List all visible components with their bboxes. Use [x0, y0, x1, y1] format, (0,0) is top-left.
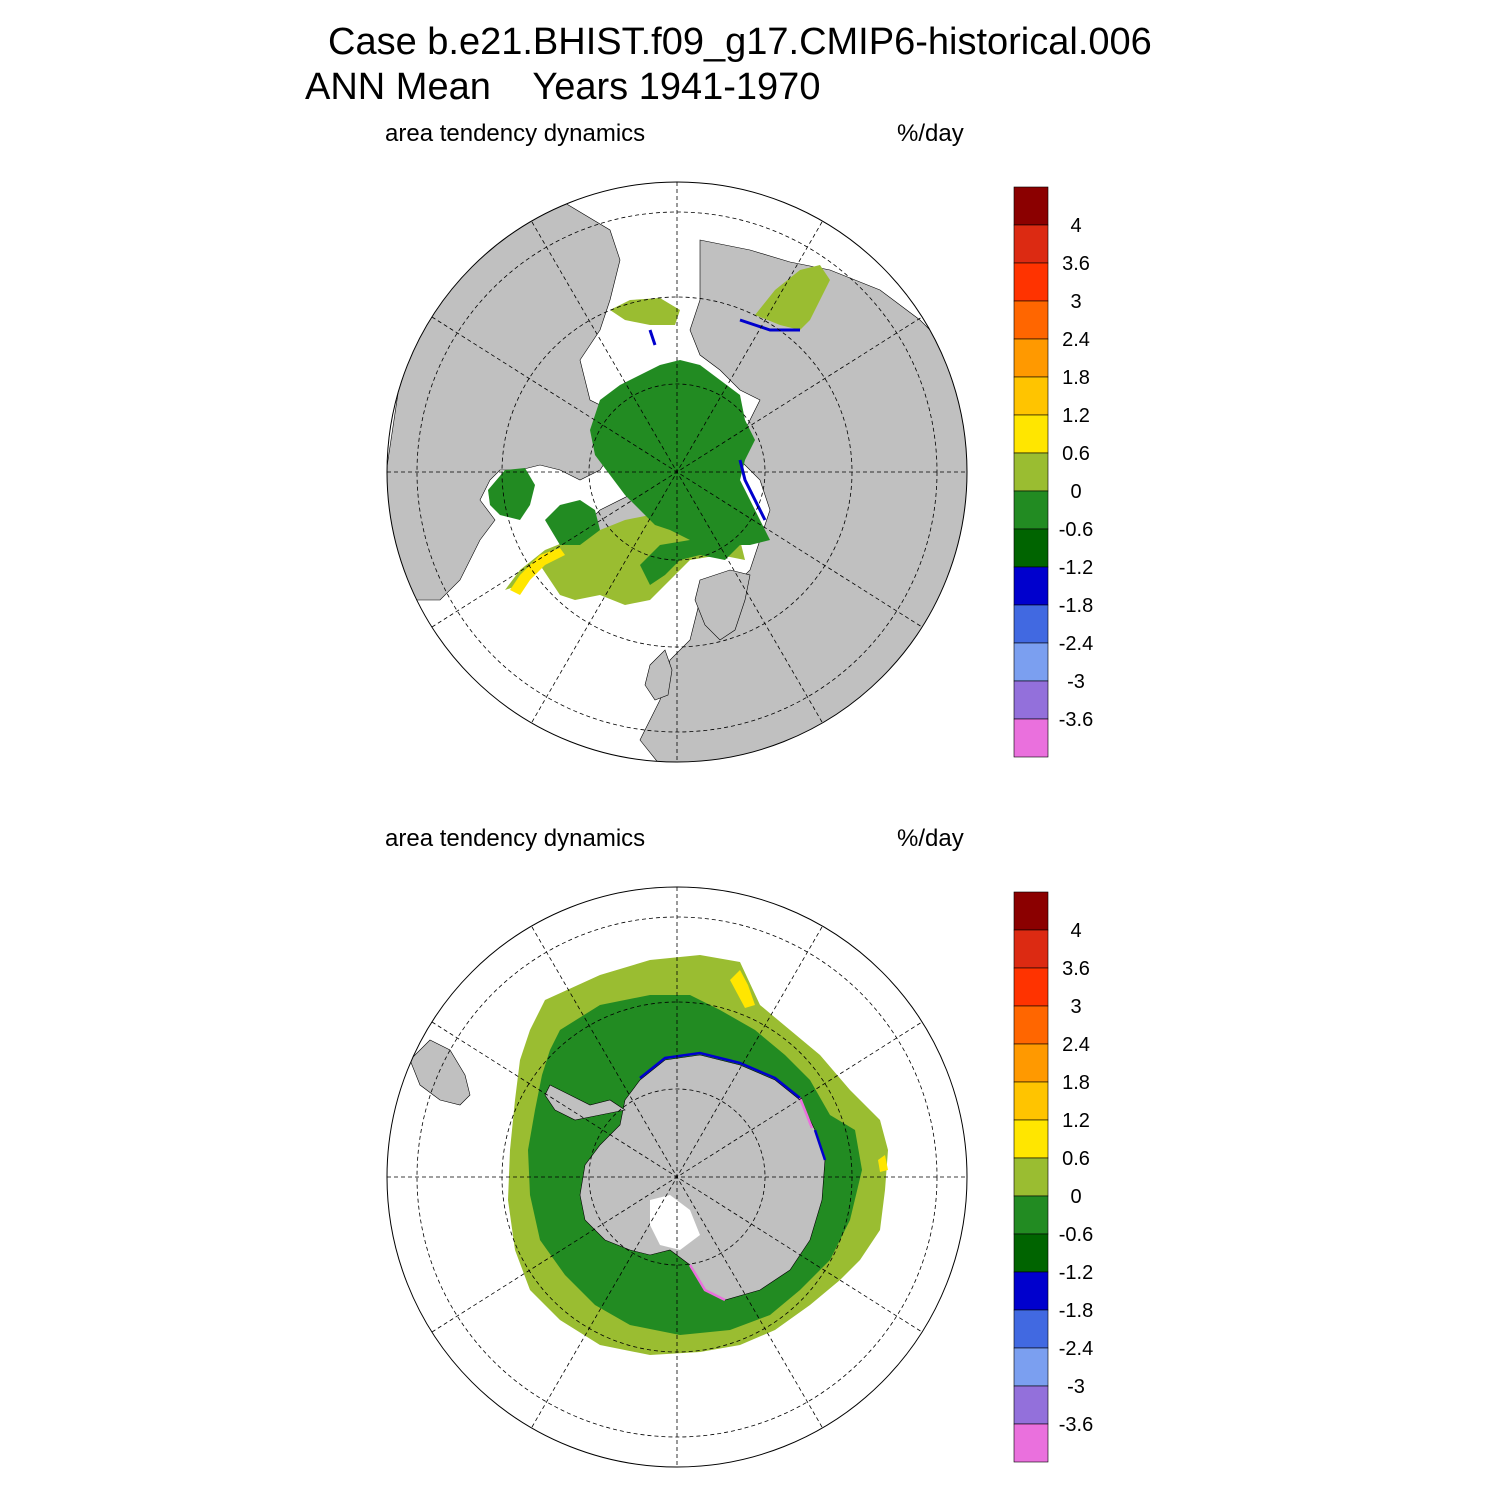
north-colorbar-box — [1013, 528, 1049, 568]
south-colorbar-label: -1.2 — [1059, 1262, 1093, 1284]
south-colorbar-label: -3 — [1067, 1376, 1085, 1398]
north-colorbar-label: 1.8 — [1062, 367, 1090, 389]
south-land-south-america — [409, 1039, 471, 1106]
title-line-2: ANN Mean Years 1941-1970 — [305, 66, 821, 108]
north-colorbar-label: -0.6 — [1059, 519, 1093, 541]
south-colorbar-label: 0 — [1070, 1186, 1081, 1208]
north-panel-right-label: %/day — [897, 120, 964, 147]
north-colorbar-box — [1013, 604, 1049, 644]
south-colorbar-box — [1013, 1385, 1049, 1425]
north-colorbar-box — [1013, 414, 1049, 454]
north-colorbar-box — [1013, 186, 1049, 226]
north-colorbar-label: -1.8 — [1059, 595, 1093, 617]
north-colorbar-box — [1013, 642, 1049, 682]
north-map-border — [386, 181, 968, 763]
north-graticule — [387, 182, 967, 762]
north-ice-green-hudson — [488, 468, 535, 520]
south-colorbar-label: 2.4 — [1062, 1034, 1090, 1056]
south-colorbar-label: 1.2 — [1062, 1110, 1090, 1132]
north-colorbar-box — [1013, 452, 1049, 492]
south-colorbar-box — [1013, 1081, 1049, 1121]
south-colorbar-box — [1013, 929, 1049, 969]
south-colorbar-box — [1013, 967, 1049, 1007]
south-colorbar-box — [1013, 1005, 1049, 1045]
south-colorbar-label: -1.8 — [1059, 1300, 1093, 1322]
north-land-british-isles — [644, 649, 673, 701]
north-colorbar-label: -3.6 — [1059, 709, 1093, 731]
north-colorbar-box — [1013, 680, 1049, 720]
south-ice-yellow-weddell — [730, 970, 755, 1008]
south-colorbar-box — [1013, 891, 1049, 931]
south-colorbar-box — [1013, 1119, 1049, 1159]
south-colorbar-label: -2.4 — [1059, 1338, 1093, 1360]
north-ice-lightgreen-bering — [610, 298, 680, 325]
north-colorbar-label: 3.6 — [1062, 253, 1090, 275]
south-colorbar-box — [1013, 1043, 1049, 1083]
south-colorbar-label: 3 — [1070, 996, 1081, 1018]
north-colorbar-label: -1.2 — [1059, 557, 1093, 579]
south-colorbar-label: -0.6 — [1059, 1224, 1093, 1246]
title-line-1: Case b.e21.BHIST.f09_g17.CMIP6-historica… — [328, 21, 1152, 63]
north-colorbar-label: 4 — [1070, 215, 1081, 237]
south-graticule — [387, 887, 967, 1467]
south-ice-yellow-east — [878, 1155, 888, 1172]
north-panel-left-label: area tendency dynamics — [385, 120, 646, 147]
north-colorbar-label: 1.2 — [1062, 405, 1090, 427]
south-colorbar-label: 1.8 — [1062, 1072, 1090, 1094]
north-colorbar-box — [1013, 566, 1049, 606]
south-colorbar-label: -3.6 — [1059, 1414, 1093, 1436]
south-ross-sea — [650, 1195, 700, 1250]
north-colorbar-box — [1013, 338, 1049, 378]
north-ice-yellow-labrador — [510, 548, 565, 595]
north-colorbar-label: -3 — [1067, 671, 1085, 693]
south-colorbar-box — [1013, 1271, 1049, 1311]
north-colorbar-label: 0 — [1070, 481, 1081, 503]
south-map-border — [386, 886, 968, 1468]
south-panel-right-label: %/day — [897, 825, 964, 852]
north-colorbar-label: 2.4 — [1062, 329, 1090, 351]
south-colorbar-label: 0.6 — [1062, 1148, 1090, 1170]
south-colorbar-box — [1013, 1233, 1049, 1273]
south-polar-map — [386, 886, 968, 1468]
south-panel-left-label: area tendency dynamics — [385, 825, 646, 852]
north-ice-lightgreen-okhotsk — [755, 265, 830, 330]
north-colorbar-box — [1013, 224, 1049, 264]
south-colorbar-box — [1013, 1195, 1049, 1235]
south-colorbar-box — [1013, 1309, 1049, 1349]
south-colorbar-box — [1013, 1347, 1049, 1387]
south-ice-edge-blue — [639, 1051, 827, 1161]
south-colorbar-label: 4 — [1070, 920, 1081, 942]
north-polar-map — [386, 181, 968, 763]
north-colorbar-box — [1013, 718, 1049, 758]
south-colorbar-label: 3.6 — [1062, 958, 1090, 980]
south-ice-edge-pink — [688, 1097, 814, 1302]
north-colorbar: 4 3.6 3 2.4 1.8 1.2 0.6 0 -0.6 -1.2 -1.8 -2.4 -3 -3.6 — [1013, 186, 1093, 758]
north-colorbar-box — [1013, 376, 1049, 416]
north-land-scandinavia — [694, 569, 751, 641]
north-colorbar-box — [1013, 490, 1049, 530]
south-colorbar: 4 3.6 3 2.4 1.8 1.2 0.6 0 -0.6 -1.2 -1.8 -2.4 -3 -3.6 — [1013, 891, 1093, 1463]
north-colorbar-label: 0.6 — [1062, 443, 1090, 465]
south-colorbar-box — [1013, 1423, 1049, 1463]
north-ice-edge-blue — [648, 318, 800, 521]
south-land-antarctic-peninsula — [544, 1084, 626, 1121]
north-colorbar-box — [1013, 300, 1049, 340]
north-colorbar-label: -2.4 — [1059, 633, 1093, 655]
north-colorbar-label: 3 — [1070, 291, 1081, 313]
north-ice-green-baffin — [545, 500, 600, 545]
north-colorbar-box — [1013, 262, 1049, 302]
south-colorbar-box — [1013, 1157, 1049, 1197]
